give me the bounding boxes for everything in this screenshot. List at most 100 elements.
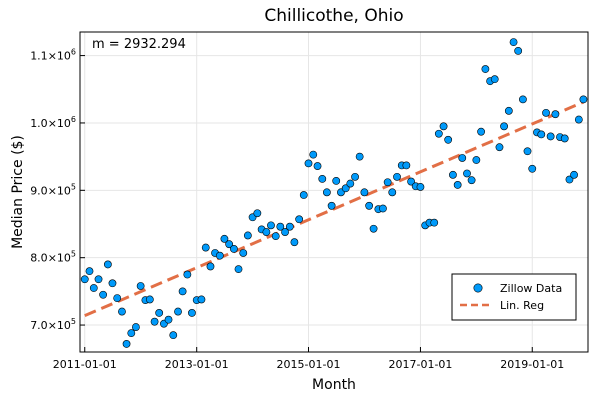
data-point [434, 129, 443, 138]
data-point [271, 232, 280, 241]
legend-box [451, 273, 577, 321]
y-tick-label: 1.1×106 [30, 48, 76, 63]
data-point [537, 130, 546, 139]
y-tick-label: 8.0×105 [30, 250, 76, 265]
data-point [439, 122, 448, 131]
y-tick-times-ten: ×10 [48, 117, 71, 130]
y-tick-label: 7.0×105 [30, 317, 76, 332]
data-point [322, 188, 331, 197]
data-point [150, 317, 159, 326]
ticks-layer: 2011-01-01 2013-01-01 2015-01-01 2017-01-01… [30, 48, 564, 371]
data-point [546, 132, 555, 141]
y-tick-mantissa: 8.0 [30, 252, 48, 265]
data-point [393, 172, 401, 181]
y-tick-times-ten: ×10 [48, 184, 71, 197]
data-point [108, 279, 117, 288]
data-point [560, 134, 569, 143]
data-point [379, 204, 387, 213]
data-point [234, 265, 243, 274]
data-point [332, 176, 341, 185]
data-point [407, 177, 416, 186]
data-point [183, 270, 192, 279]
data-point [122, 340, 131, 348]
y-tick-mantissa: 9.0 [30, 184, 48, 197]
data-point [449, 170, 457, 179]
data-point [299, 191, 308, 199]
data-point [201, 243, 210, 252]
data-point [131, 323, 140, 331]
data-point [267, 221, 275, 230]
data-point [565, 175, 574, 184]
data-point [458, 154, 467, 162]
data-point [472, 156, 481, 164]
data-point [528, 164, 537, 173]
plot-frame [79, 31, 589, 353]
data-point [444, 135, 453, 144]
data-point [230, 245, 238, 253]
y-tick-mantissa: 1.1 [30, 50, 48, 63]
legend-label-linreg: Lin. Reg [500, 299, 544, 312]
data-point [369, 224, 378, 233]
data-point [188, 309, 196, 317]
data-point [89, 284, 98, 292]
x-tick-label: 2015-01-01 [277, 358, 341, 371]
y-tick-label: 9.0×105 [30, 182, 76, 197]
data-point [136, 282, 145, 290]
data-point [80, 275, 89, 284]
data-point [388, 188, 397, 197]
data-point [360, 188, 369, 197]
data-point [243, 231, 252, 240]
data-point [220, 234, 229, 243]
chart-title: Chillicothe, Ohio [264, 6, 403, 26]
data-point [94, 275, 103, 284]
points-layer [80, 38, 588, 348]
y-tick-exponent: 6 [71, 48, 76, 57]
x-tick-label: 2011-01-01 [53, 358, 117, 371]
y-tick-mantissa: 1.0 [30, 117, 48, 130]
data-point [430, 218, 439, 227]
data-point [239, 249, 248, 257]
data-point [103, 260, 112, 269]
y-tick-label: 1.0×106 [30, 115, 76, 130]
data-point [281, 228, 289, 236]
data-point [574, 115, 583, 124]
data-point [500, 122, 508, 131]
data-point [295, 215, 304, 224]
data-point [276, 222, 285, 231]
data-point [519, 95, 527, 104]
data-point [309, 150, 318, 159]
data-point [514, 46, 523, 55]
data-point [490, 75, 499, 84]
data-point [215, 251, 224, 260]
data-point [383, 178, 392, 187]
data-point [416, 183, 425, 191]
data-point [453, 181, 462, 189]
data-point [262, 228, 271, 236]
data-point [570, 170, 578, 179]
data-point [327, 201, 336, 210]
data-point [467, 176, 476, 185]
data-point [285, 222, 294, 231]
data-point [551, 110, 560, 119]
y-tick-exponent: 5 [71, 250, 76, 259]
data-point [341, 184, 350, 193]
legend-marker-zillow [473, 283, 483, 293]
data-point [463, 169, 471, 178]
x-axis-label: Month [312, 377, 356, 393]
y-tick-times-ten: ×10 [48, 50, 71, 63]
data-point [145, 295, 154, 304]
data-point [355, 152, 364, 161]
x-tick-label: 2017-01-01 [388, 358, 452, 371]
x-tick-label: 2013-01-01 [165, 358, 229, 371]
data-point [504, 106, 513, 115]
legend-label-zillow: Zillow Data [500, 282, 562, 295]
data-point [346, 179, 355, 188]
data-point [174, 307, 182, 316]
data-point [304, 159, 313, 168]
y-tick-exponent: 5 [71, 182, 76, 191]
data-point [113, 294, 122, 303]
data-point [225, 240, 234, 249]
data-point [509, 38, 518, 47]
x-tick-label: 2019-01-01 [500, 358, 564, 371]
